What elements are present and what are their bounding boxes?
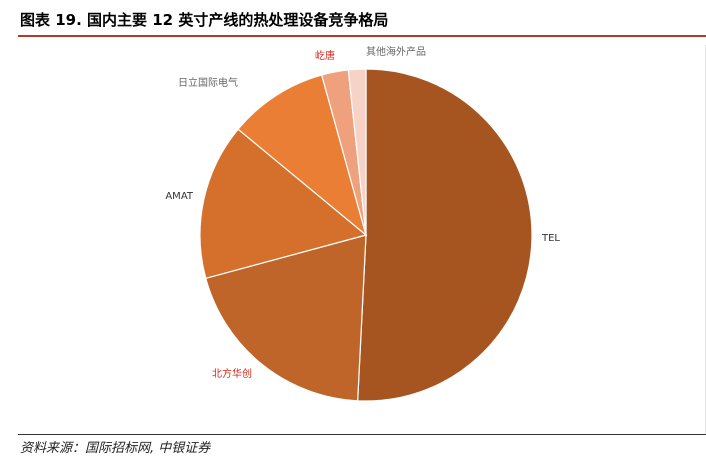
pie-slice-0: [357, 68, 533, 402]
title-rule: [18, 35, 706, 37]
pie-slice-1: [205, 234, 367, 402]
slice-label-4: 屹唐: [315, 49, 335, 62]
slice-label-5: 其他海外产品: [366, 45, 426, 58]
pie-slice-2: [199, 128, 368, 280]
chart-title: 图表 19. 国内主要 12 英寸产线的热处理设备竞争格局: [20, 11, 389, 29]
title-bar: 图表 19. 国内主要 12 英寸产线的热处理设备竞争格局: [0, 0, 706, 36]
pie-slice-3: [237, 74, 368, 237]
slice-label-3: 日立国际电气: [178, 76, 238, 89]
slice-label-2: AMAT: [165, 191, 194, 202]
pie-slice-5: [347, 68, 367, 236]
slice-label-1: 北方华创: [212, 367, 252, 380]
slice-label-0: TEL: [541, 233, 560, 244]
source-note: 资料来源：国际招标网, 中银证券: [20, 441, 211, 456]
footer-rule: [18, 434, 706, 435]
